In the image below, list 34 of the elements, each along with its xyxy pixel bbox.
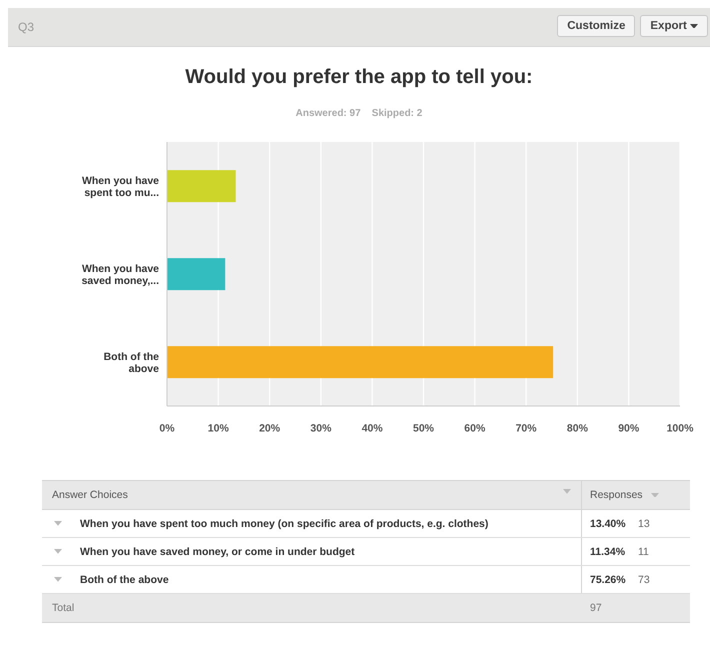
- x-tick-label: 80%: [566, 422, 589, 434]
- x-tick-label: 10%: [208, 422, 230, 434]
- chart-subtitle: Answered: 97 Skipped: 2: [294, 108, 424, 119]
- y-tick-label: When you have spent too mu...: [82, 175, 160, 199]
- y-tick-label: When you have saved money,...: [82, 263, 160, 287]
- text: 13: [638, 518, 650, 530]
- text: Export: [640, 15, 708, 37]
- bar: [167, 258, 226, 290]
- x-tick-label: 40%: [362, 422, 384, 434]
- x-tick-label: 90%: [618, 422, 640, 434]
- text: Answer Choices: [52, 489, 128, 501]
- text: Total: [51, 602, 76, 614]
- x-tick-label: 70%: [516, 422, 538, 434]
- y-tick-label: Both of the above: [104, 351, 160, 375]
- text: 13.40%: [590, 518, 627, 530]
- text: 11: [638, 546, 649, 558]
- text: Customize: [557, 15, 636, 37]
- x-tick-label: 50%: [412, 422, 435, 434]
- text: When you have spent too much money (on specific area of products, e.g. clothes): [80, 518, 488, 530]
- x-tick-label: 30%: [310, 422, 332, 434]
- text: 75.26%: [590, 574, 627, 586]
- text: 11.34%: [590, 546, 626, 558]
- text: Q3: [18, 20, 34, 34]
- text: Responses: [590, 489, 643, 501]
- text: When you have saved money, or come in under budget: [80, 546, 355, 558]
- x-tick-label: 0%: [159, 422, 176, 434]
- x-tick-label: 60%: [464, 422, 486, 434]
- bar: [167, 346, 554, 378]
- text: 97: [589, 602, 603, 614]
- text: 73: [638, 574, 650, 586]
- x-tick-label: 20%: [259, 422, 281, 434]
- bar: [167, 170, 236, 202]
- chart-title: Would you prefer the app to tell you:: [184, 66, 534, 89]
- x-tick-label: 100%: [666, 422, 694, 434]
